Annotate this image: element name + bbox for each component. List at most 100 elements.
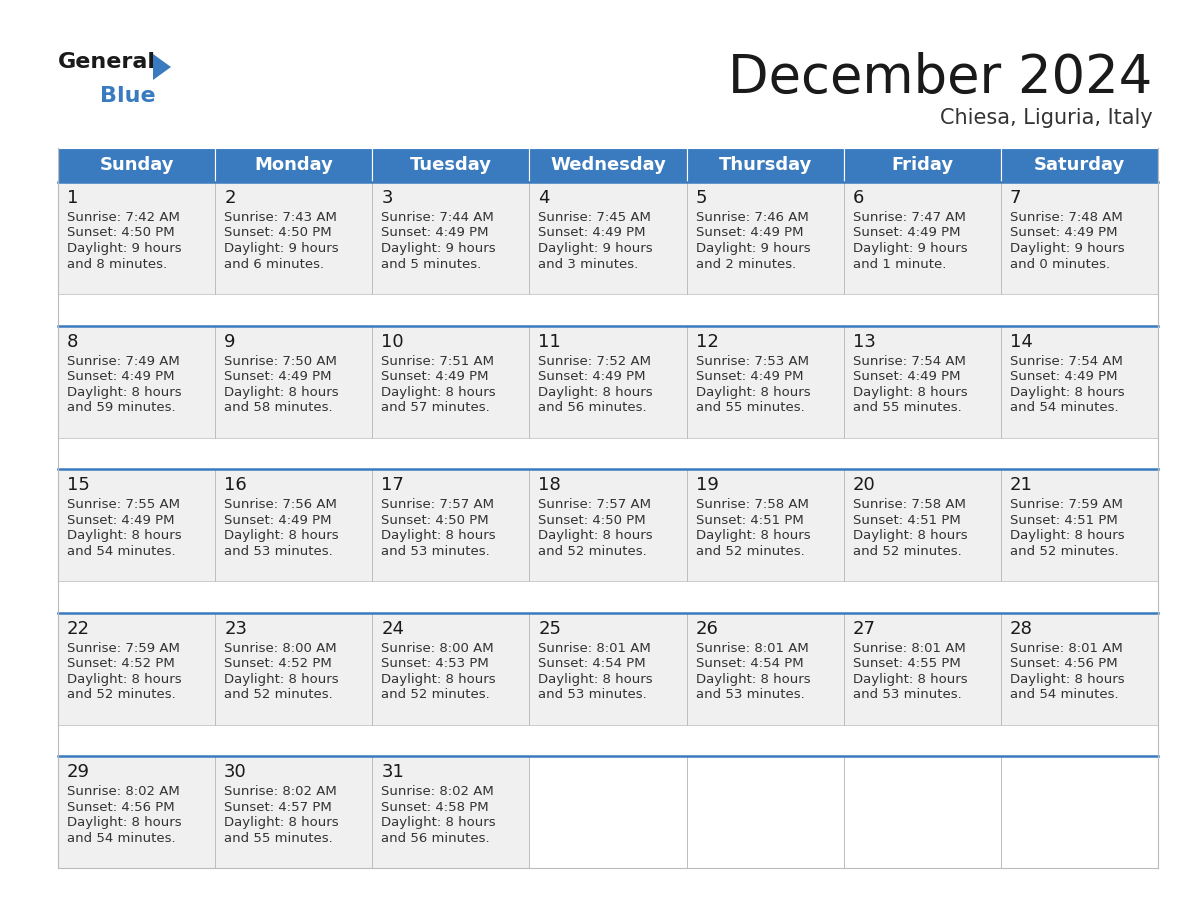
Text: and 58 minutes.: and 58 minutes. [225, 401, 333, 414]
Bar [372, 613, 530, 725]
Text: Sunrise: 7:53 AM: Sunrise: 7:53 AM [695, 354, 809, 367]
Text: Daylight: 8 hours: Daylight: 8 hours [381, 816, 495, 829]
Text: Sunrise: 8:01 AM: Sunrise: 8:01 AM [538, 642, 651, 655]
Text: and 56 minutes.: and 56 minutes. [538, 401, 647, 414]
Text: Sunrise: 7:50 AM: Sunrise: 7:50 AM [225, 354, 337, 367]
Text: and 59 minutes.: and 59 minutes. [67, 401, 176, 414]
Text: Daylight: 8 hours: Daylight: 8 hours [695, 386, 810, 398]
Text: Sunset: 4:51 PM: Sunset: 4:51 PM [853, 514, 960, 527]
Text: Daylight: 9 hours: Daylight: 9 hours [381, 242, 495, 255]
Text: Daylight: 8 hours: Daylight: 8 hours [67, 386, 182, 398]
Text: Sunset: 4:54 PM: Sunset: 4:54 PM [695, 657, 803, 670]
Text: Daylight: 9 hours: Daylight: 9 hours [853, 242, 967, 255]
Text: 26: 26 [695, 620, 719, 638]
Text: and 54 minutes.: and 54 minutes. [1010, 688, 1118, 701]
Text: and 52 minutes.: and 52 minutes. [225, 688, 333, 701]
Text: and 1 minute.: and 1 minute. [853, 258, 946, 271]
Text: 10: 10 [381, 332, 404, 351]
Text: Sunrise: 8:01 AM: Sunrise: 8:01 AM [1010, 642, 1123, 655]
Text: Sunset: 4:49 PM: Sunset: 4:49 PM [695, 227, 803, 240]
Text: 19: 19 [695, 476, 719, 494]
Text: 3: 3 [381, 189, 393, 207]
Text: Daylight: 8 hours: Daylight: 8 hours [225, 529, 339, 543]
Bar [843, 148, 1000, 182]
Text: Daylight: 8 hours: Daylight: 8 hours [225, 816, 339, 829]
Bar [215, 326, 372, 438]
Text: Sunset: 4:52 PM: Sunset: 4:52 PM [225, 657, 331, 670]
Text: Daylight: 9 hours: Daylight: 9 hours [1010, 242, 1125, 255]
Text: 4: 4 [538, 189, 550, 207]
Text: 17: 17 [381, 476, 404, 494]
Text: 7: 7 [1010, 189, 1022, 207]
Text: December 2024: December 2024 [728, 52, 1152, 104]
Text: Sunset: 4:50 PM: Sunset: 4:50 PM [225, 227, 331, 240]
Text: and 6 minutes.: and 6 minutes. [225, 258, 324, 271]
Text: Sunset: 4:49 PM: Sunset: 4:49 PM [538, 227, 646, 240]
Text: and 54 minutes.: and 54 minutes. [1010, 401, 1118, 414]
Text: and 55 minutes.: and 55 minutes. [853, 401, 961, 414]
Text: Sunrise: 7:57 AM: Sunrise: 7:57 AM [538, 498, 651, 511]
Bar [843, 613, 1000, 725]
Text: and 52 minutes.: and 52 minutes. [695, 544, 804, 558]
Bar [1000, 148, 1158, 182]
Text: and 52 minutes.: and 52 minutes. [853, 544, 961, 558]
Text: Sunrise: 7:47 AM: Sunrise: 7:47 AM [853, 211, 966, 224]
Text: Daylight: 8 hours: Daylight: 8 hours [225, 386, 339, 398]
Text: and 54 minutes.: and 54 minutes. [67, 544, 176, 558]
Text: and 52 minutes.: and 52 minutes. [538, 544, 647, 558]
Text: 14: 14 [1010, 332, 1032, 351]
Text: Sunset: 4:54 PM: Sunset: 4:54 PM [538, 657, 646, 670]
Text: 12: 12 [695, 332, 719, 351]
Bar [215, 756, 372, 868]
Text: 13: 13 [853, 332, 876, 351]
Text: Daylight: 8 hours: Daylight: 8 hours [381, 386, 495, 398]
Bar [1000, 469, 1158, 581]
Text: Daylight: 8 hours: Daylight: 8 hours [853, 673, 967, 686]
Text: Sunset: 4:51 PM: Sunset: 4:51 PM [695, 514, 803, 527]
Text: Sunset: 4:56 PM: Sunset: 4:56 PM [1010, 657, 1118, 670]
Text: 29: 29 [67, 764, 90, 781]
Text: Sunrise: 7:46 AM: Sunrise: 7:46 AM [695, 211, 808, 224]
Text: Daylight: 8 hours: Daylight: 8 hours [538, 386, 653, 398]
Bar [530, 182, 687, 294]
Bar [1000, 613, 1158, 725]
Text: Daylight: 8 hours: Daylight: 8 hours [225, 673, 339, 686]
Text: Thursday: Thursday [719, 156, 811, 174]
Text: Sunset: 4:49 PM: Sunset: 4:49 PM [695, 370, 803, 383]
Bar [372, 469, 530, 581]
Bar [1000, 326, 1158, 438]
Text: 16: 16 [225, 476, 247, 494]
Text: Sunrise: 7:57 AM: Sunrise: 7:57 AM [381, 498, 494, 511]
Text: and 52 minutes.: and 52 minutes. [381, 688, 489, 701]
Text: Sunset: 4:55 PM: Sunset: 4:55 PM [853, 657, 960, 670]
Text: Sunrise: 7:48 AM: Sunrise: 7:48 AM [1010, 211, 1123, 224]
Text: and 53 minutes.: and 53 minutes. [381, 544, 489, 558]
Bar [687, 148, 843, 182]
Text: Sunset: 4:49 PM: Sunset: 4:49 PM [381, 227, 488, 240]
Text: Sunrise: 8:01 AM: Sunrise: 8:01 AM [695, 642, 808, 655]
Bar [372, 756, 530, 868]
Bar [58, 613, 215, 725]
Text: Sunrise: 7:51 AM: Sunrise: 7:51 AM [381, 354, 494, 367]
Text: Sunrise: 7:54 AM: Sunrise: 7:54 AM [1010, 354, 1123, 367]
Bar [530, 469, 687, 581]
Bar [687, 469, 843, 581]
Text: Daylight: 9 hours: Daylight: 9 hours [695, 242, 810, 255]
Text: 1: 1 [67, 189, 78, 207]
Text: Daylight: 8 hours: Daylight: 8 hours [538, 529, 653, 543]
Bar [530, 613, 687, 725]
Text: Daylight: 8 hours: Daylight: 8 hours [381, 673, 495, 686]
Bar [215, 182, 372, 294]
Text: Sunrise: 7:45 AM: Sunrise: 7:45 AM [538, 211, 651, 224]
Text: Daylight: 8 hours: Daylight: 8 hours [67, 673, 182, 686]
Text: Daylight: 8 hours: Daylight: 8 hours [853, 529, 967, 543]
Text: Daylight: 8 hours: Daylight: 8 hours [67, 816, 182, 829]
Text: Sunset: 4:56 PM: Sunset: 4:56 PM [67, 800, 175, 814]
Bar [843, 326, 1000, 438]
Bar [58, 148, 215, 182]
Text: Sunrise: 7:49 AM: Sunrise: 7:49 AM [67, 354, 179, 367]
Bar [687, 756, 843, 868]
Text: and 54 minutes.: and 54 minutes. [67, 832, 176, 845]
Text: Wednesday: Wednesday [550, 156, 666, 174]
Text: Sunrise: 7:59 AM: Sunrise: 7:59 AM [1010, 498, 1123, 511]
